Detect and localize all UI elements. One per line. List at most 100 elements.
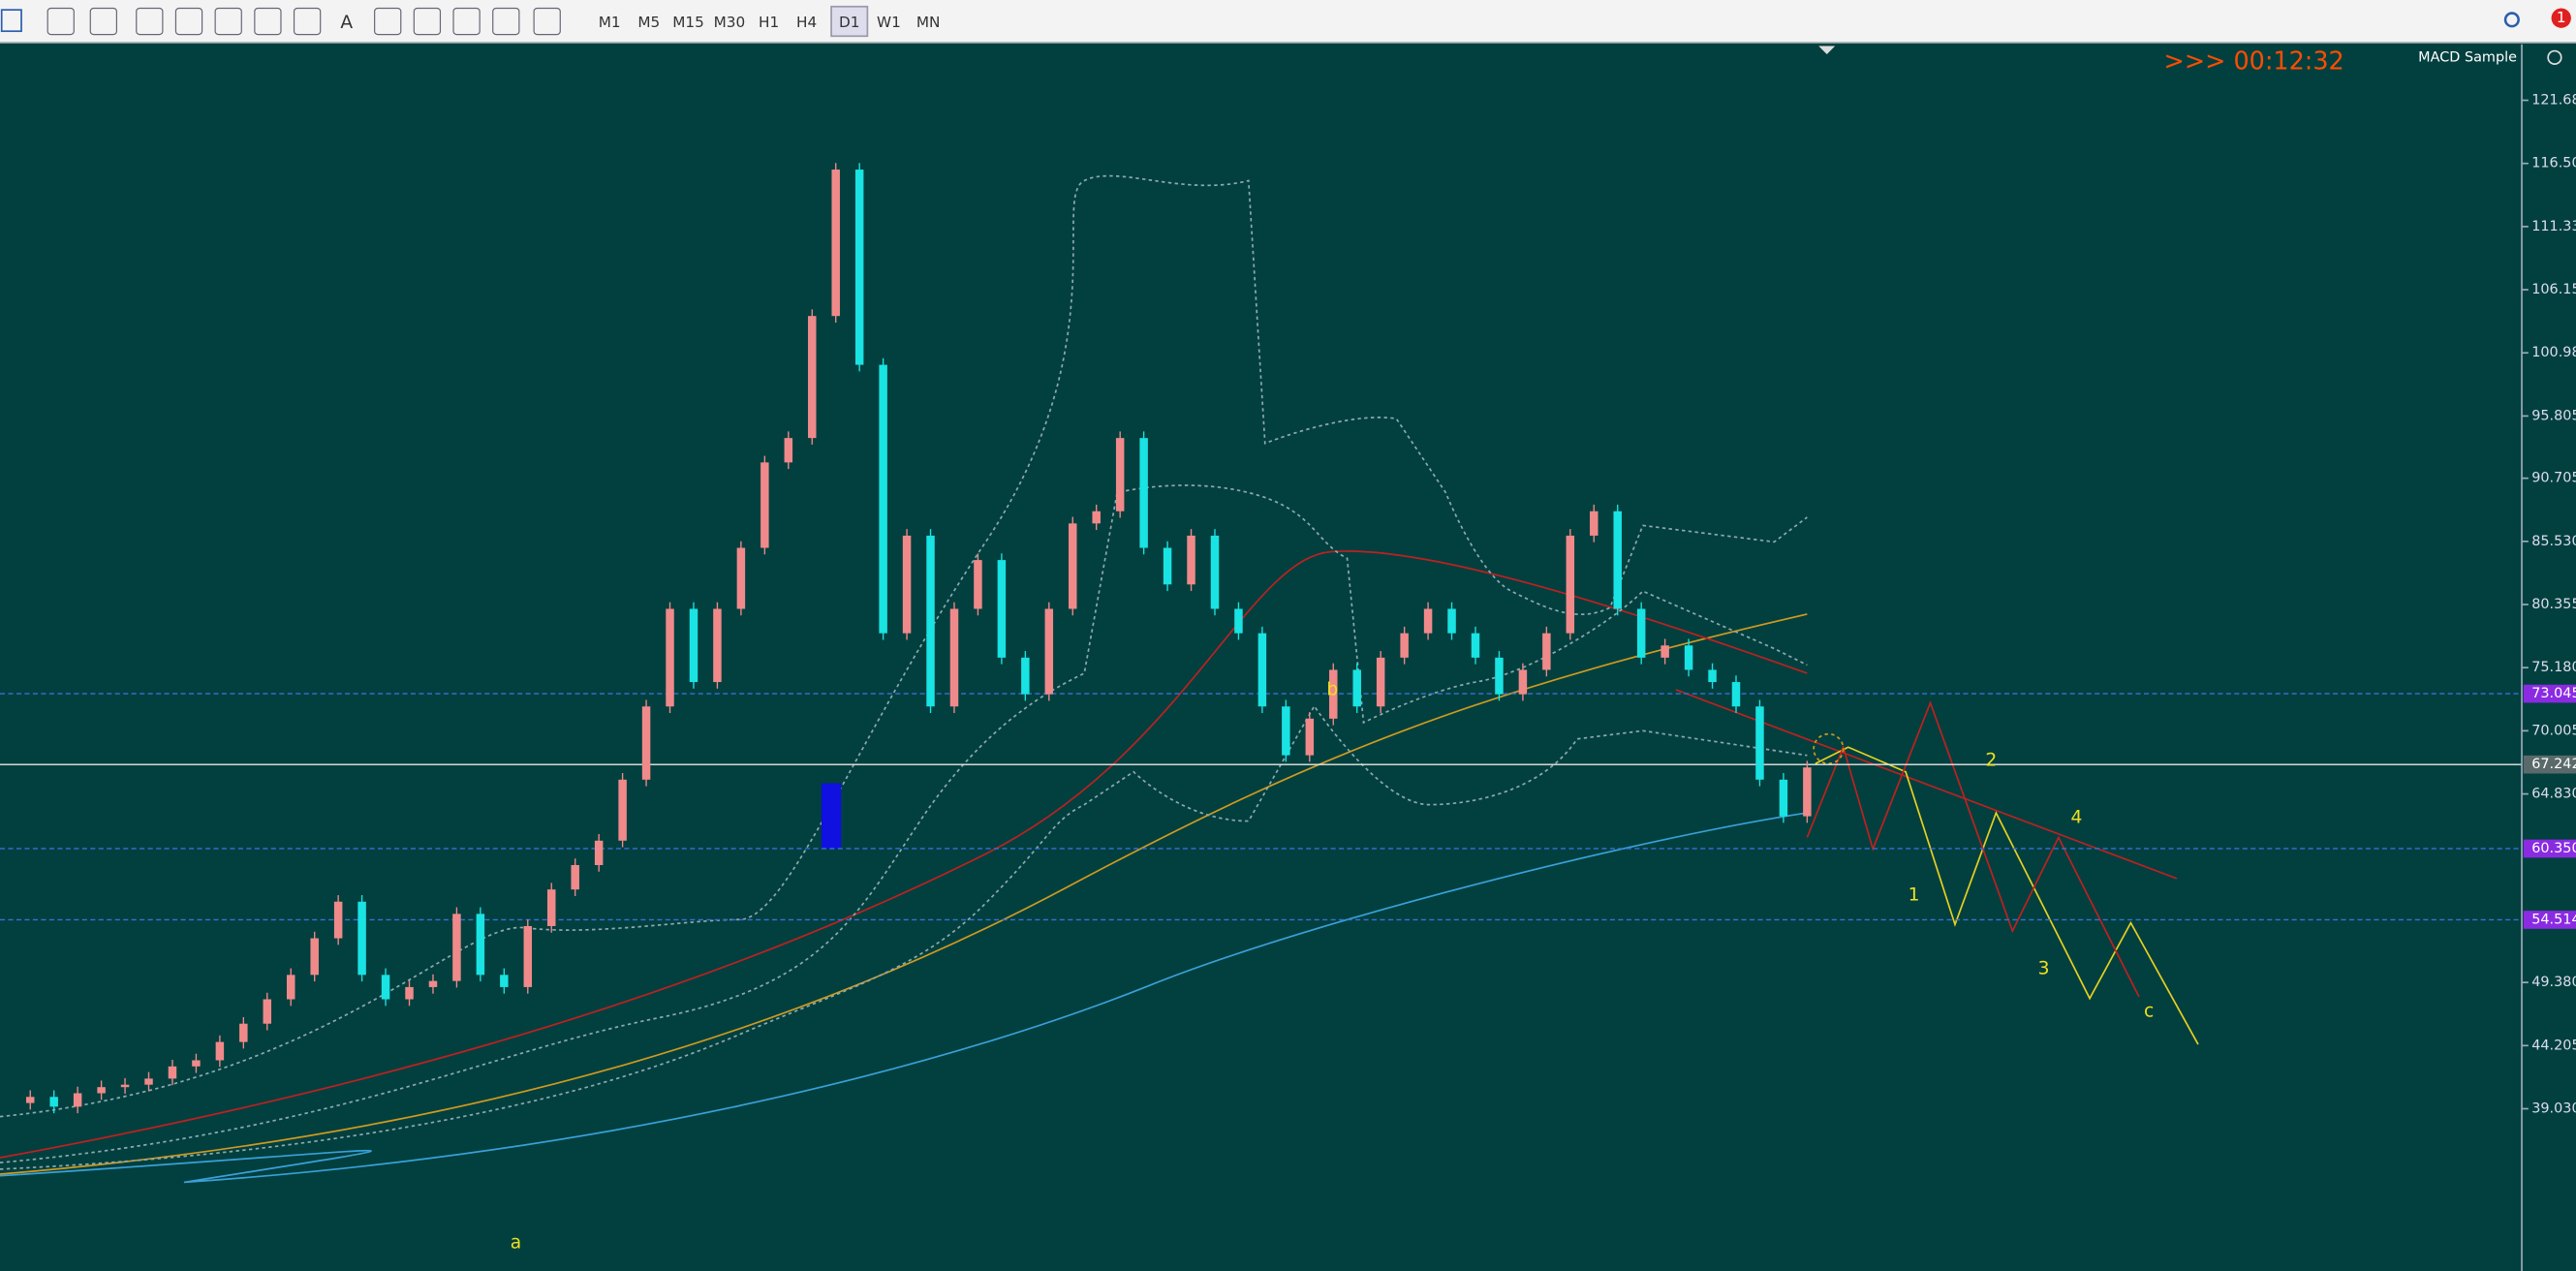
- candle: [73, 1093, 82, 1107]
- price-label: 75.180: [2531, 660, 2576, 675]
- candle: [215, 1041, 225, 1061]
- timeframe-button[interactable]: M5: [637, 14, 660, 31]
- price-label: 44.205: [2531, 1038, 2576, 1053]
- tool-button[interactable]: [89, 7, 117, 36]
- candle: [168, 1066, 177, 1079]
- candle: [808, 316, 817, 439]
- price-tag: [2523, 755, 2576, 774]
- tool-button[interactable]: [254, 7, 282, 36]
- tool-button[interactable]: [413, 7, 442, 36]
- bollinger-middle: [0, 484, 1808, 1163]
- candle: [1684, 645, 1693, 670]
- candle: [1471, 633, 1480, 658]
- timeframe-button[interactable]: H1: [759, 14, 779, 31]
- tool-button[interactable]: [492, 7, 520, 36]
- candle: [974, 560, 982, 609]
- candle: [144, 1078, 153, 1085]
- tool-button[interactable]: [293, 7, 322, 36]
- notification-badge[interactable]: [2551, 8, 2571, 28]
- candle: [310, 938, 319, 976]
- tool-button[interactable]: [452, 7, 481, 36]
- candle: [1755, 706, 1764, 780]
- candle: [333, 901, 343, 939]
- text-tool[interactable]: A: [340, 13, 353, 33]
- candle: [666, 608, 674, 707]
- tool-button[interactable]: [136, 7, 164, 36]
- candle: [571, 864, 579, 890]
- tool-button[interactable]: [214, 7, 242, 36]
- candle: [831, 170, 840, 317]
- candle: [1163, 547, 1172, 585]
- candle: [263, 999, 272, 1024]
- candle: [1590, 511, 1598, 536]
- tool-button[interactable]: [533, 7, 561, 36]
- price-tag: [2523, 911, 2576, 929]
- wave-label: 3: [2038, 959, 2050, 979]
- tool-button[interactable]: [374, 7, 402, 36]
- candle: [1423, 608, 1433, 634]
- candle: [594, 840, 604, 865]
- candle: [1115, 438, 1125, 512]
- price-label: 49.380: [2531, 975, 2576, 990]
- price-tag: [2523, 684, 2576, 703]
- candle: [49, 1097, 58, 1107]
- candle: [357, 901, 366, 976]
- timeframe-button[interactable]: MN: [916, 14, 941, 31]
- candle: [97, 1087, 106, 1094]
- notification-count: 1: [2557, 9, 2566, 26]
- candle: [1069, 523, 1077, 609]
- wave-label: b: [1326, 679, 1338, 699]
- candle: [1731, 682, 1741, 707]
- candle: [547, 889, 556, 926]
- candle: [1803, 767, 1812, 817]
- timeframe-button[interactable]: H4: [796, 14, 817, 31]
- menu-button[interactable]: [0, 9, 22, 33]
- candle: [854, 170, 864, 365]
- candle: [1400, 633, 1409, 658]
- candle: [1636, 608, 1646, 658]
- search-icon[interactable]: [2503, 12, 2520, 28]
- candle: [452, 914, 461, 981]
- candle: [1187, 535, 1195, 585]
- wave-label: 2: [1985, 750, 1997, 770]
- candle: [926, 535, 935, 707]
- toolbar: [0, 0, 2576, 44]
- trend-line: [1675, 689, 2178, 880]
- candle: [997, 560, 1007, 658]
- timeframe-button[interactable]: W1: [877, 14, 901, 31]
- timer: >>> 00:12:32: [2164, 46, 2344, 75]
- candle: [1210, 535, 1220, 609]
- wave-label: 1: [1909, 884, 1920, 905]
- bollinger-lower: [0, 704, 1808, 1170]
- price-label: 90.705: [2531, 471, 2576, 486]
- marker-circle: [1813, 732, 1845, 765]
- tool-button[interactable]: [174, 7, 203, 36]
- timeframe-button[interactable]: M30: [714, 14, 746, 31]
- candle: [1329, 669, 1338, 719]
- candle: [1779, 779, 1788, 817]
- price-label: 64.830: [2531, 787, 2576, 802]
- price-tag-label: 60.350: [2531, 841, 2576, 856]
- selection-box: [821, 783, 842, 850]
- candle: [1708, 669, 1717, 683]
- wave-label: a: [511, 1233, 521, 1254]
- price-tag-label: 73.045: [2531, 686, 2576, 701]
- timeframe-button[interactable]: M15: [672, 14, 704, 31]
- candle: [641, 706, 651, 780]
- price-label: 95.805: [2531, 408, 2576, 423]
- wave-projection-red: [1806, 700, 2140, 998]
- shift-marker: [1818, 46, 1836, 54]
- price-tag: [2523, 839, 2576, 858]
- indicator-close[interactable]: [2547, 49, 2562, 65]
- timeframe-button[interactable]: M1: [599, 14, 621, 31]
- price-label: 116.505: [2531, 156, 2576, 171]
- candle: [1566, 535, 1575, 634]
- price-label: 39.030: [2531, 1100, 2576, 1116]
- candle: [1021, 657, 1030, 695]
- tool-button[interactable]: [47, 7, 75, 36]
- moving-average-fast: [0, 550, 1808, 1159]
- timeframe-button[interactable]: D1: [839, 14, 859, 31]
- candle: [239, 1023, 248, 1042]
- candle: [1352, 669, 1361, 707]
- candle: [1234, 608, 1243, 634]
